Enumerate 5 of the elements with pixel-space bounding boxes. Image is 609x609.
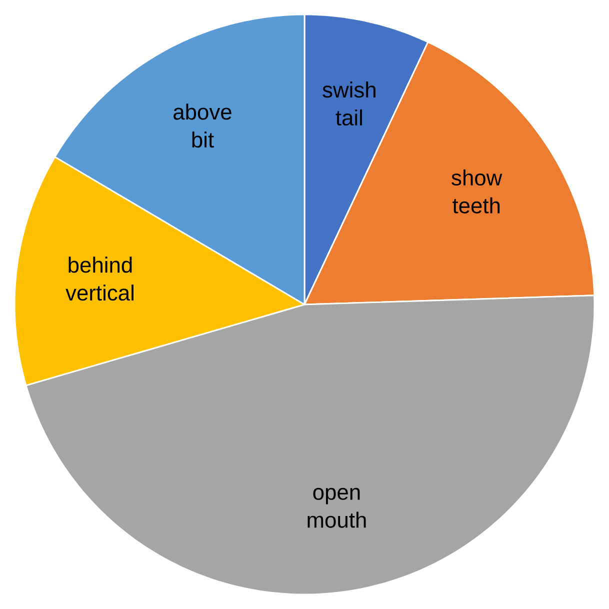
- slice-label: show teeth: [452, 169, 502, 214]
- slice-label: above bit: [174, 104, 232, 148]
- slice-label: swish tail: [322, 82, 376, 126]
- slice-label: open mouth: [308, 488, 366, 528]
- slice-label: behind vertical: [66, 256, 134, 301]
